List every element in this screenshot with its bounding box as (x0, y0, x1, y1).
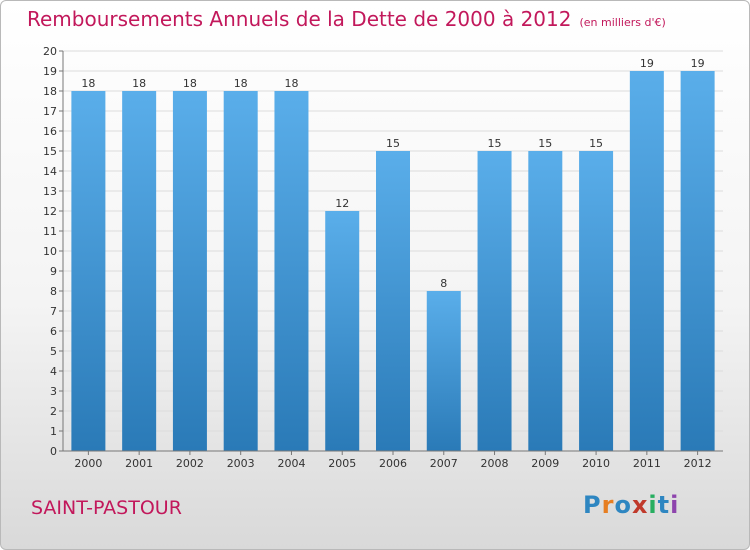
x-tick-label: 2008 (481, 457, 509, 470)
logo-letter: o (614, 491, 632, 519)
data-label: 8 (440, 277, 447, 290)
bar (223, 91, 258, 451)
data-label: 19 (640, 57, 654, 70)
logo-letter: t (657, 491, 671, 519)
labels: 0123456789101112131415161718192018200018… (43, 45, 712, 470)
y-tick-label: 13 (43, 185, 57, 198)
y-tick-label: 6 (50, 325, 57, 338)
y-tick-label: 20 (43, 45, 57, 58)
x-tick-label: 2007 (430, 457, 458, 470)
y-tick-label: 18 (43, 85, 57, 98)
y-tick-label: 11 (43, 225, 57, 238)
y-tick-label: 15 (43, 145, 57, 158)
logo-letter: x (631, 491, 649, 519)
data-label: 18 (81, 77, 95, 90)
data-label: 18 (234, 77, 248, 90)
logo-letter: r (601, 491, 615, 519)
bar (680, 71, 715, 451)
data-label: 18 (284, 77, 298, 90)
y-tick-label: 8 (50, 285, 57, 298)
x-tick-label: 2009 (531, 457, 559, 470)
y-tick-label: 14 (43, 165, 57, 178)
x-tick-label: 2005 (328, 457, 356, 470)
y-tick-label: 17 (43, 105, 57, 118)
data-label: 15 (488, 137, 502, 150)
data-label: 18 (132, 77, 146, 90)
bar (71, 91, 106, 451)
x-tick-label: 2003 (227, 457, 255, 470)
x-tick-label: 2012 (684, 457, 712, 470)
data-label: 15 (589, 137, 603, 150)
x-tick-label: 2010 (582, 457, 610, 470)
x-tick-label: 2000 (74, 457, 102, 470)
proxiti-logo[interactable]: Proxiti (583, 491, 679, 519)
x-tick-label: 2011 (633, 457, 661, 470)
data-label: 19 (691, 57, 705, 70)
chart-title-text: Remboursements Annuels de la Dette de 20… (27, 7, 572, 31)
bar (477, 151, 512, 451)
data-label: 12 (335, 197, 349, 210)
bar (325, 211, 360, 451)
y-tick-label: 2 (50, 405, 57, 418)
y-tick-label: 5 (50, 345, 57, 358)
bar (629, 71, 664, 451)
y-tick-label: 16 (43, 125, 57, 138)
data-label: 15 (386, 137, 400, 150)
y-tick-label: 4 (50, 365, 57, 378)
logo-letter: P (583, 491, 602, 519)
bar (579, 151, 614, 451)
y-tick-label: 3 (50, 385, 57, 398)
axes (59, 50, 723, 455)
x-tick-label: 2002 (176, 457, 204, 470)
y-tick-label: 12 (43, 205, 57, 218)
bar (122, 91, 157, 451)
y-tick-label: 10 (43, 245, 57, 258)
bar (528, 151, 563, 451)
bar (172, 91, 207, 451)
y-tick-label: 9 (50, 265, 57, 278)
x-tick-label: 2004 (277, 457, 305, 470)
y-tick-label: 7 (50, 305, 57, 318)
town-name: SAINT-PASTOUR (31, 497, 182, 519)
bar (376, 151, 410, 451)
chart-unit: (en milliers d'€) (579, 16, 666, 29)
y-tick-label: 19 (43, 65, 57, 78)
y-tick-label: 1 (50, 425, 57, 438)
data-label: 15 (538, 137, 552, 150)
bar (274, 91, 309, 451)
x-tick-label: 2006 (379, 457, 407, 470)
y-tick-label: 0 (50, 445, 57, 458)
bars (71, 71, 715, 451)
bar (426, 291, 461, 451)
logo-letter: i (670, 491, 680, 519)
chart-title: Remboursements Annuels de la Dette de 20… (27, 7, 666, 31)
logo-letter: i (648, 491, 658, 519)
x-tick-label: 2001 (125, 457, 153, 470)
data-label: 18 (183, 77, 197, 90)
